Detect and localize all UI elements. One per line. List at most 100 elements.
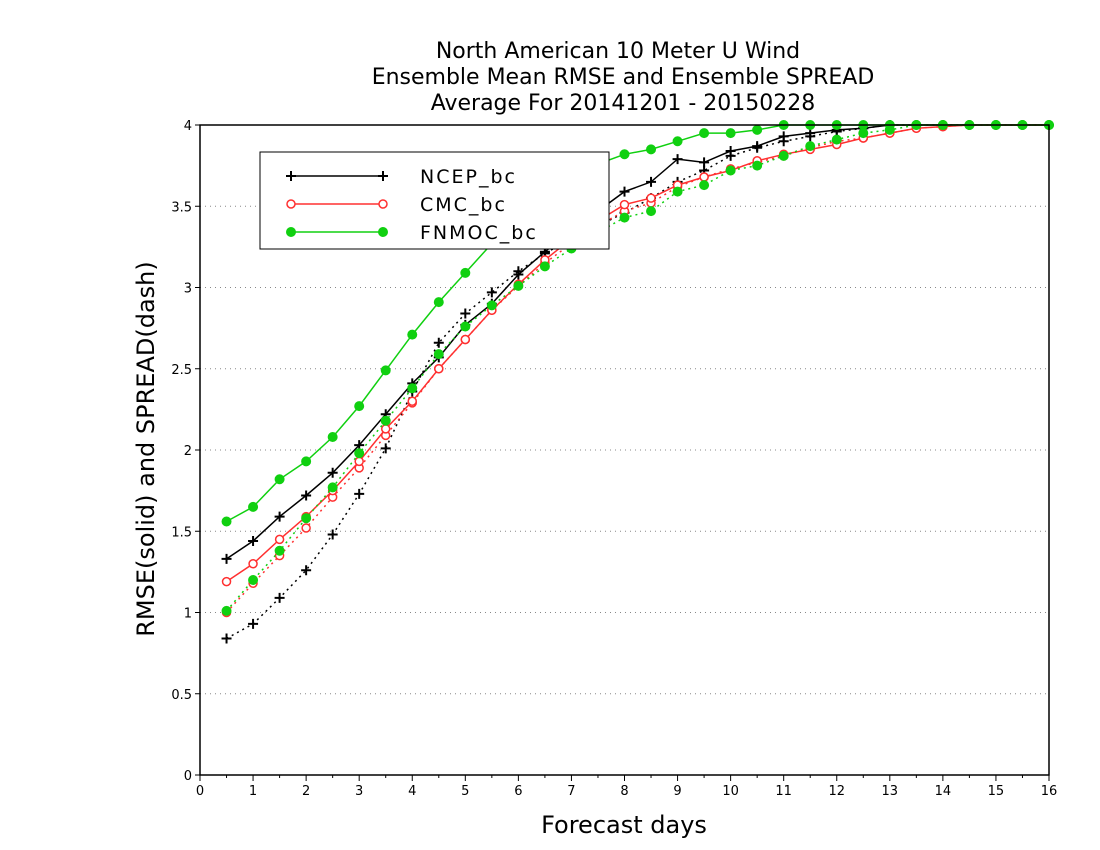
y-tick-label: 3: [184, 282, 192, 297]
data-point-dot: [699, 128, 710, 139]
data-point-circle: [460, 334, 471, 345]
x-tick-label: 3: [355, 784, 363, 799]
data-point-plus: [301, 490, 312, 501]
data-point-dot: [513, 280, 524, 291]
x-tick-label: 5: [461, 784, 469, 799]
data-point-dot: [433, 297, 444, 308]
data-point-dot: [486, 300, 497, 311]
data-point-circle: [407, 396, 417, 406]
data-point-plus: [354, 488, 365, 499]
data-point-plus: [274, 511, 285, 522]
y-tick-label: 0: [184, 769, 192, 784]
data-point-plus: [274, 592, 285, 603]
data-point-dot: [725, 165, 736, 176]
x-axis-ticks: 0 1 2 3 4 5 6 7 8 9 10 11 12 13 14 15 16: [196, 775, 1057, 799]
x-tick-label: 0: [196, 784, 204, 799]
data-point-dot: [433, 349, 444, 360]
y-tick-label: 2: [184, 444, 192, 459]
y-axis-ticks: 0 0.5 1 1.5 2 2.5 3 3.5 4: [171, 119, 200, 784]
data-point-circle: [646, 193, 656, 203]
data-point-dot: [460, 267, 471, 278]
data-point-dot: [805, 141, 816, 152]
x-tick-label: 7: [567, 784, 575, 799]
legend-label: NCEP_bc: [420, 166, 517, 188]
data-point-plus: [699, 157, 710, 168]
data-point-plus: [221, 553, 232, 564]
data-point-plus: [327, 467, 338, 478]
data-point-dot: [752, 124, 763, 135]
x-tick-label: 8: [620, 784, 628, 799]
data-point-dot: [378, 227, 388, 237]
data-point-plus: [725, 146, 736, 156]
x-tick-label: 13: [882, 784, 899, 799]
data-point-plus: [513, 269, 524, 280]
x-tick-label: 11: [775, 784, 792, 799]
data-point-plus: [486, 287, 497, 298]
data-point-dot: [778, 150, 789, 161]
legend: NCEP_bc CMC_bc FNMOC_bc: [259, 151, 610, 250]
y-tick-label: 1.5: [171, 525, 192, 540]
y-tick-label: 0.5: [171, 688, 192, 703]
data-point-dot: [672, 186, 683, 197]
data-point-circle: [274, 534, 285, 545]
legend-label: FNMOC_bc: [420, 222, 538, 244]
data-point-plus: [301, 565, 312, 576]
data-point-dot: [752, 160, 763, 171]
x-axis-label: Forecast days: [541, 811, 707, 839]
data-point-dot: [221, 605, 232, 616]
x-tick-label: 15: [988, 784, 1005, 799]
data-point-circle: [221, 576, 232, 587]
data-point-circle: [699, 172, 709, 182]
data-point-dot: [380, 365, 391, 376]
data-point-dot: [221, 516, 232, 527]
data-point-circle: [380, 424, 391, 434]
legend-item-cmc-bc: CMC_bc: [286, 194, 507, 216]
legend-item-fnmoc-bc: FNMOC_bc: [286, 222, 538, 244]
data-point-plus: [327, 529, 338, 540]
data-point-dot: [248, 501, 259, 512]
x-tick-label: 9: [673, 784, 681, 799]
data-point-plus: [378, 171, 388, 181]
data-point-dot: [354, 401, 365, 412]
x-tick-label: 2: [302, 784, 310, 799]
data-point-plus: [778, 131, 789, 142]
x-tick-label: 10: [722, 784, 739, 799]
y-tick-label: 2.5: [171, 363, 192, 378]
data-point-dot: [327, 482, 338, 493]
data-point-dot: [619, 149, 630, 160]
data-point-circle: [286, 199, 296, 209]
title-line-3: Average For 20141201 - 20150228: [431, 91, 816, 116]
data-point-dot: [725, 128, 736, 139]
title-line-2: Ensemble Mean RMSE and Ensemble SPREAD: [372, 65, 875, 90]
data-point-circle: [378, 199, 388, 209]
data-point-dot: [619, 212, 630, 223]
x-tick-label: 4: [408, 784, 416, 799]
data-point-plus: [221, 633, 232, 644]
cmc-bc-spread-line: [225, 124, 1049, 614]
data-point-dot: [327, 432, 338, 442]
data-point-dot: [646, 206, 657, 217]
legend-item-ncep-bc: NCEP_bc: [286, 166, 517, 188]
x-tick-label: 6: [514, 784, 522, 799]
y-tick-label: 3.5: [171, 200, 192, 215]
data-point-plus: [646, 176, 657, 187]
data-point-dot: [274, 474, 285, 485]
data-point-plus: [752, 141, 763, 152]
data-point-plus: [460, 308, 471, 319]
data-point-circle: [301, 523, 311, 533]
title-line-1: North American 10 Meter U Wind: [436, 39, 800, 64]
data-point-plus: [248, 536, 259, 546]
data-point-dot: [274, 545, 285, 556]
data-point-dot: [248, 575, 259, 585]
data-point-plus: [286, 171, 296, 181]
data-point-dot: [646, 144, 657, 155]
data-point-dot: [286, 227, 296, 237]
data-point-dot: [699, 180, 710, 191]
ncep-bc-spread-line: [226, 124, 1049, 640]
data-point-dot: [831, 134, 842, 145]
legend-label: CMC_bc: [420, 194, 507, 216]
data-point-plus: [672, 154, 683, 165]
data-point-plus: [380, 443, 391, 454]
